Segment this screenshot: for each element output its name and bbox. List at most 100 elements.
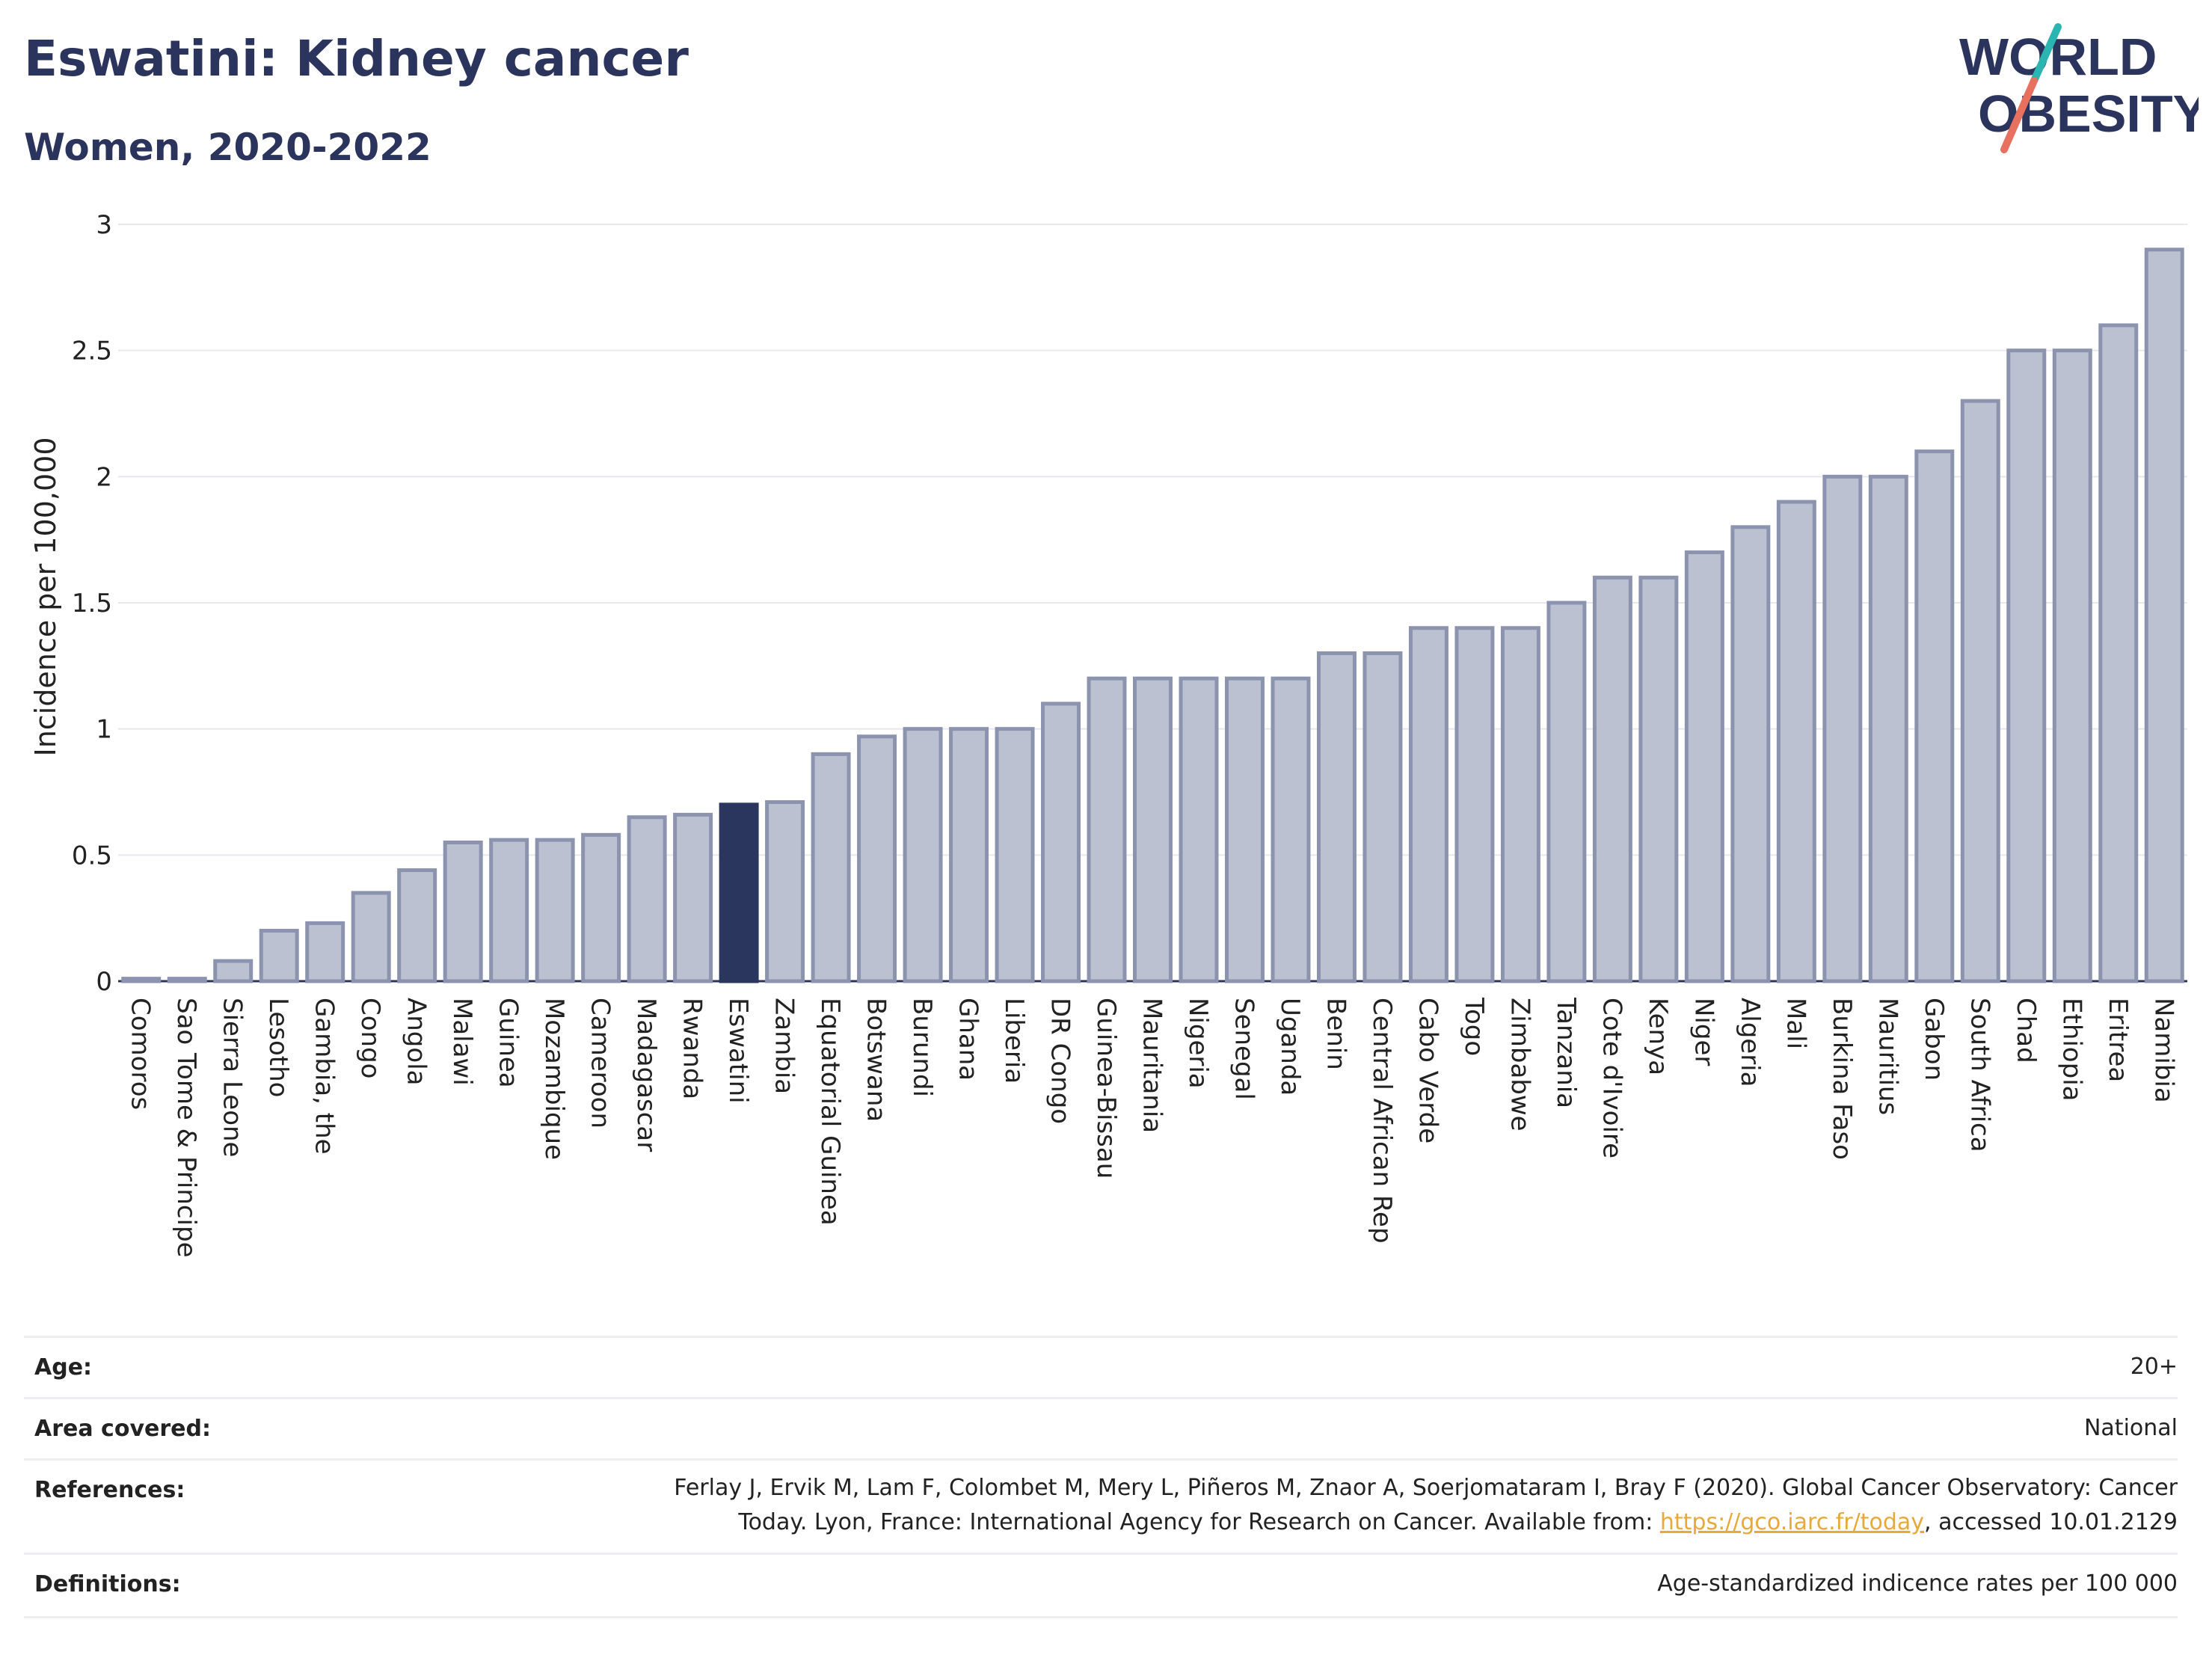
x-tick-label: Guinea [494, 998, 523, 1088]
bar [1224, 676, 1265, 983]
bar [1868, 474, 1908, 983]
bar [1822, 474, 1863, 983]
bar [627, 815, 667, 983]
bar [903, 727, 943, 983]
x-tick-label: Nigeria [1183, 998, 1213, 1089]
references-value: Ferlay J, Ervik M, Lam F, Colombet M, Me… [674, 1471, 2178, 1540]
x-tick-label: Eritrea [2103, 998, 2133, 1082]
bar [765, 799, 805, 983]
bar [443, 840, 483, 983]
x-tick-label: Tanzania [1551, 997, 1581, 1108]
x-tick-label: Mozambique [539, 998, 569, 1160]
logo-slash-coral [2000, 77, 2038, 153]
y-tick-label: 0 [96, 967, 112, 997]
x-tick-label: Lesotho [263, 998, 293, 1097]
x-tick-label: Namibia [2148, 998, 2178, 1103]
x-tick-label: South Africa [1964, 998, 1994, 1152]
x-tick-label: Algeria [1735, 998, 1765, 1087]
world-obesity-logo: WORLD OBESITY [1959, 23, 2199, 153]
x-tick-label: Cameroon [586, 998, 615, 1129]
meta-row-age: Age: 20+ [24, 1336, 2178, 1398]
meta-row-references: References: Ferlay J, Ervik M, Lam F, Co… [24, 1458, 2178, 1553]
metadata-table: Age: 20+ Area covered: National Referenc… [24, 1336, 2178, 1620]
x-tick-label: Mali [1781, 998, 1810, 1049]
bar-highlighted [719, 802, 759, 983]
y-axis-label: Incidence per 100,000 [29, 437, 62, 756]
bar [1914, 449, 1955, 983]
x-tick-label: Zambia [769, 998, 799, 1094]
y-tick-label: 3 [96, 210, 112, 240]
bar [167, 977, 207, 983]
bar [397, 868, 437, 983]
y-tick-labels: 0 0.5 1 1.5 2 2.5 3 [72, 210, 112, 997]
bar [1546, 601, 1587, 983]
bar [949, 727, 989, 983]
references-line1: Ferlay J, Ervik M, Lam F, Colombet M, Me… [674, 1475, 2178, 1501]
bar [2006, 348, 2047, 983]
x-tick-label: Rwanda [678, 998, 707, 1099]
x-tick-label: Burundi [907, 998, 937, 1097]
x-tick-label: Senegal [1229, 998, 1259, 1100]
bars [121, 248, 2184, 983]
bar [1316, 651, 1357, 983]
bar [259, 929, 299, 983]
bar [1500, 626, 1540, 983]
x-tick-label: Zimbabwe [1505, 998, 1534, 1132]
logo-slash-teal [2030, 23, 2062, 85]
x-tick-label: Uganda [1275, 998, 1305, 1096]
references-link[interactable]: https://gco.iarc.fr/today [1659, 1509, 1925, 1535]
x-tick-label: Ethiopia [2056, 998, 2086, 1101]
references-label: References: [34, 1477, 185, 1503]
age-value: 20+ [2130, 1354, 2178, 1380]
bar [2144, 248, 2184, 983]
bar [673, 812, 713, 983]
x-tick-label: Cote d'Ivoire [1597, 998, 1626, 1158]
bar [581, 832, 621, 983]
bar [2052, 348, 2092, 983]
x-tick-label: Kenya [1643, 998, 1673, 1075]
bar [1271, 676, 1311, 983]
x-tick-label: Comoros [126, 998, 156, 1110]
bar [1133, 676, 1173, 983]
bar [1362, 651, 1403, 983]
bar [1638, 575, 1679, 983]
logo-word-world: WORLD [1959, 28, 2157, 86]
bar [351, 891, 391, 983]
area-value: National [2083, 1415, 2178, 1441]
x-tick-labels: Comoros Sao Tome & Principe Sierra Leone Le… [126, 997, 2179, 1258]
meta-row-definitions: Definitions: Age-standardized indicence … [24, 1553, 2178, 1618]
chart-subtitle: Women, 2020-2022 [24, 126, 431, 169]
bar [1730, 525, 1771, 983]
x-tick-label: Malawi [447, 998, 477, 1086]
bar [213, 959, 254, 983]
y-tick-label: 2.5 [72, 337, 112, 366]
x-tick-label: Botswana [861, 998, 891, 1122]
bar [1454, 626, 1495, 983]
bar [1179, 676, 1219, 983]
area-label: Area covered: [34, 1416, 211, 1442]
bar [1041, 701, 1081, 983]
x-tick-label: Equatorial Guinea [815, 998, 845, 1226]
x-tick-label: Sierra Leone [218, 998, 248, 1157]
x-tick-label: Burkina Faso [1827, 998, 1857, 1160]
x-tick-label: Ghana [953, 998, 983, 1081]
bar [857, 734, 897, 983]
x-tick-label: Mauritania [1137, 998, 1167, 1133]
bar [489, 838, 529, 983]
x-tick-label: Benin [1321, 998, 1351, 1070]
x-tick-label: Cabo Verde [1413, 998, 1443, 1143]
bar [2098, 323, 2139, 983]
bar [1592, 575, 1632, 983]
definitions-label: Definitions: [34, 1571, 181, 1597]
x-tick-label: Chad [2011, 998, 2041, 1063]
bar [1684, 550, 1724, 983]
x-tick-label: Central African Rep [1367, 998, 1397, 1244]
bar [811, 752, 851, 983]
references-line2-end: , accessed 10.01.2129 [1924, 1509, 2178, 1535]
x-tick-label: Guinea-Bissau [1091, 998, 1121, 1179]
x-tick-label: Angola [402, 998, 431, 1085]
x-tick-label: Congo [355, 998, 385, 1078]
x-tick-label: Mauritius [1872, 998, 1902, 1115]
x-tick-label: Liberia [999, 998, 1029, 1084]
x-tick-label: Eswatini [723, 998, 753, 1104]
